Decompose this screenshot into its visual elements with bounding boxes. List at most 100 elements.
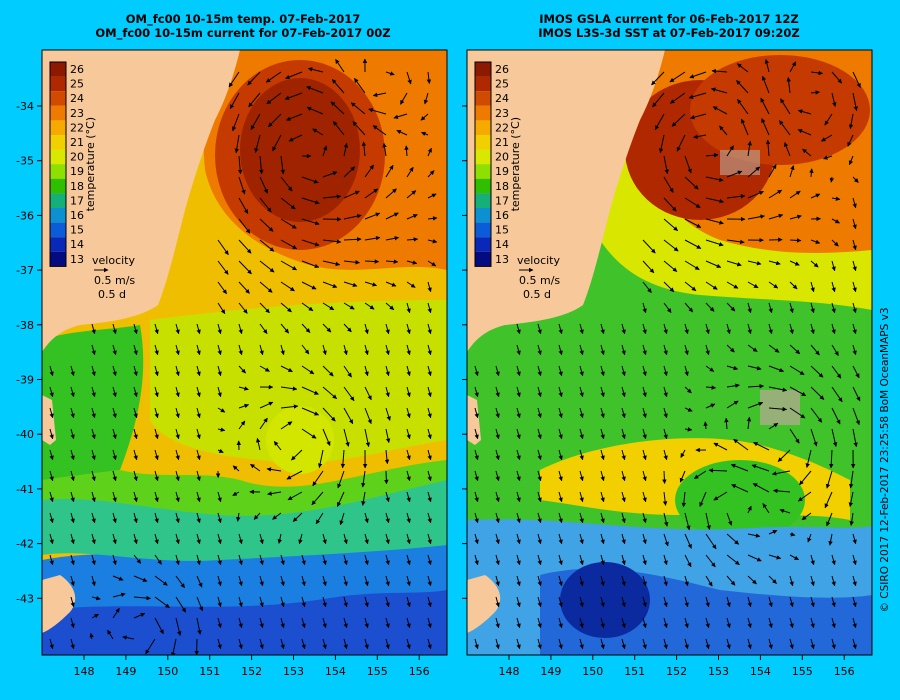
current-arrow — [232, 491, 240, 496]
current-arrow — [726, 260, 742, 267]
current-arrow — [726, 383, 740, 388]
current-arrow — [684, 512, 691, 531]
current-arrow — [684, 407, 693, 412]
lat-label-left: -41 — [16, 483, 34, 496]
colorbar-tick-label: 23 — [70, 107, 84, 120]
current-arrow — [133, 449, 138, 461]
current-arrow — [364, 575, 369, 587]
current-arrow — [684, 197, 701, 209]
current-arrow — [175, 491, 180, 503]
current-arrow — [427, 170, 435, 178]
colorbar-swatch — [475, 178, 491, 194]
current-arrow — [537, 365, 542, 377]
current-arrow — [322, 281, 338, 288]
current-arrow — [516, 533, 521, 545]
current-arrow — [705, 281, 718, 290]
current-arrow — [427, 428, 432, 440]
current-arrow — [663, 260, 678, 272]
current-arrow — [280, 404, 299, 409]
current-arrow — [364, 281, 378, 287]
current-arrow — [91, 533, 96, 545]
current-arrow — [154, 323, 159, 335]
current-arrow — [259, 323, 268, 334]
current-arrow — [693, 470, 707, 480]
current-arrow — [495, 617, 500, 629]
current-arrow — [684, 638, 689, 650]
current-arrow — [154, 428, 159, 440]
current-arrow — [831, 617, 836, 629]
current-arrow — [516, 596, 521, 608]
current-arrow — [852, 239, 857, 251]
current-arrow — [764, 58, 770, 73]
current-arrow — [112, 386, 117, 398]
current-arrow — [558, 617, 563, 629]
current-arrow — [420, 113, 429, 121]
current-arrow — [621, 428, 626, 440]
current-arrow — [133, 512, 138, 524]
current-arrow — [654, 113, 665, 131]
lon-label-right: 156 — [834, 665, 855, 678]
current-arrow — [810, 617, 815, 629]
current-arrow — [406, 617, 411, 629]
current-arrow — [828, 533, 833, 546]
current-arrow — [726, 575, 736, 586]
current-arrow — [154, 512, 159, 524]
current-arrow — [259, 155, 264, 175]
current-arrow — [663, 281, 675, 293]
current-arrow — [267, 491, 282, 496]
current-arrow — [831, 239, 839, 247]
current-arrow — [322, 323, 332, 333]
current-arrow — [516, 323, 521, 335]
right-velocity-speed: 0.5 m/s — [519, 274, 560, 287]
current-arrow — [133, 554, 142, 564]
current-arrow — [747, 323, 752, 335]
current-arrow — [154, 365, 159, 377]
current-arrow — [579, 449, 584, 461]
current-arrow — [217, 448, 224, 454]
colorbar-tick-label: 19 — [70, 165, 84, 178]
current-arrow — [474, 386, 479, 398]
current-arrow — [831, 554, 836, 566]
current-arrow — [684, 533, 692, 549]
current-arrow — [393, 113, 408, 119]
lon-label-right: 155 — [792, 665, 813, 678]
current-arrow — [807, 533, 812, 543]
left-velocity-time: 0.5 d — [98, 288, 126, 301]
current-arrow — [810, 281, 815, 293]
current-arrow — [579, 617, 584, 629]
lat-label-left: -36 — [16, 209, 34, 222]
current-arrow — [343, 166, 356, 178]
current-arrow — [301, 302, 314, 312]
current-arrow — [229, 92, 240, 110]
current-arrow — [301, 281, 317, 290]
current-arrow — [831, 281, 836, 293]
current-arrow — [238, 386, 249, 391]
current-arrow — [797, 491, 812, 502]
current-arrow — [238, 365, 246, 374]
current-arrow — [112, 344, 117, 356]
current-arrow — [658, 134, 665, 154]
current-arrow — [831, 638, 836, 650]
current-arrow — [91, 428, 96, 440]
current-arrow — [726, 323, 731, 335]
lon-label-right: 152 — [666, 665, 687, 678]
current-arrow — [621, 344, 626, 356]
current-arrow — [154, 470, 159, 482]
current-arrow — [642, 491, 647, 503]
current-arrow — [768, 189, 783, 199]
current-arrow — [831, 575, 836, 587]
current-arrow — [516, 512, 521, 524]
current-arrow — [747, 401, 764, 409]
current-arrow — [852, 323, 857, 335]
current-arrow — [306, 106, 324, 115]
current-arrow — [427, 147, 432, 157]
current-arrow — [238, 323, 243, 335]
current-arrow — [579, 491, 584, 503]
current-arrow — [154, 575, 168, 586]
current-arrow — [284, 92, 303, 100]
colorbar-label: temperature (°C) — [509, 117, 522, 211]
current-arrow — [427, 260, 437, 267]
current-arrow — [600, 449, 605, 461]
current-arrow — [474, 365, 479, 377]
current-arrow — [516, 554, 521, 566]
